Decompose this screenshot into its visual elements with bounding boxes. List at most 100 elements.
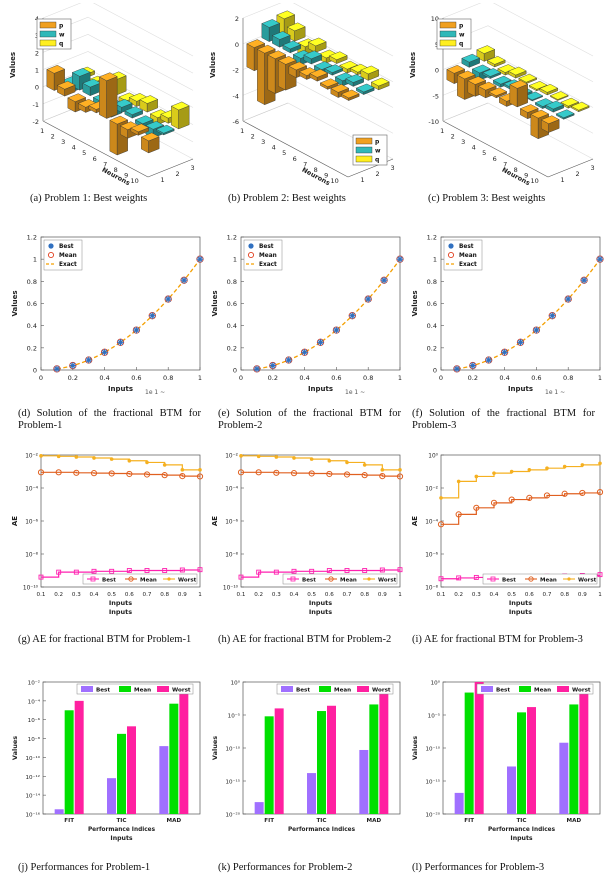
y-tick-label: 10⁰ (231, 680, 241, 687)
mean-marker (37, 469, 45, 476)
worst-marker (239, 454, 243, 458)
legend-label-q: q (59, 41, 63, 48)
x-tick-label: 1 (198, 374, 202, 382)
best-line (41, 569, 201, 578)
bar-best-fit (254, 802, 264, 814)
y-axis-label: Values (11, 290, 19, 316)
bar-w-top (461, 53, 481, 63)
mean-line (241, 471, 401, 477)
x-axis-label: Inputs (308, 385, 333, 393)
mean-marker (561, 490, 568, 497)
axis-artifact: 1e 1 ~ (345, 389, 365, 396)
worst-marker (309, 457, 314, 461)
bar-w-top (113, 99, 133, 108)
x-tick-label: 0.8 (563, 374, 573, 382)
bar-w-top (261, 19, 281, 28)
best-marker (548, 312, 556, 320)
x-tick-label: TIC (116, 818, 126, 824)
legend-label-best: Best (302, 577, 316, 583)
x-tick-label: 3 (261, 138, 265, 146)
bar-q-top (276, 10, 296, 20)
x-tick-label: 0.6 (131, 374, 141, 382)
best-marker (485, 356, 493, 364)
mean-marker (55, 469, 62, 476)
x-tick-label: 2 (451, 132, 455, 140)
bar-mean-tic (517, 712, 526, 814)
legend-label-q: q (459, 41, 463, 48)
bar-mean-fit (464, 692, 474, 814)
bar-w-top (492, 75, 512, 85)
bar-worst-mad (579, 691, 589, 814)
legend-label-p: p (375, 139, 380, 146)
y-tick-label: 10⁻⁴ (225, 486, 238, 493)
bar-p-top (256, 44, 276, 54)
worst-marker (456, 479, 461, 484)
legend-marker-mean (328, 576, 334, 582)
mean-marker (596, 489, 604, 496)
best-marker (164, 295, 172, 303)
caption-f: (f) Solution of the fractional BTM for P… (412, 408, 595, 432)
plot-area (240, 454, 401, 588)
bar-w-top (524, 91, 544, 101)
y-tick-label: 10⁻⁴ (25, 486, 38, 493)
bar-q-top (360, 65, 380, 75)
x-tick-label: 0.8 (363, 374, 373, 382)
x-tick-label: 0.2 (68, 374, 78, 382)
y-axis-label: AE (411, 516, 419, 526)
bar-p-front (257, 48, 265, 106)
bar-p-front (530, 113, 539, 140)
best-marker (56, 569, 62, 575)
y-tick-label: 10⁻² (28, 680, 40, 687)
legend-box (476, 683, 594, 695)
grid-line (242, 3, 394, 57)
x-tick-label: 5 (82, 149, 86, 157)
bar-q-top (139, 95, 159, 104)
legend-swatch-w (439, 30, 457, 38)
x-tick-label: FIT (464, 818, 474, 824)
bar-mean-mad (169, 703, 179, 814)
bar-q-top (370, 77, 390, 87)
bar-best-mad (359, 749, 369, 814)
bar-q-top (539, 84, 559, 93)
x-tick-label: 8 (314, 166, 318, 174)
best-marker (144, 568, 150, 573)
x-tick-label: 7 (303, 160, 307, 168)
axis-line (147, 158, 194, 178)
legend-swatch-p (39, 21, 57, 29)
x-tick-label: 1 (398, 374, 402, 382)
legend-label-mean: Mean (459, 253, 477, 259)
best-marker (180, 276, 188, 284)
y-tick-label: 10⁻⁵ (228, 713, 240, 720)
bar-p-top (319, 78, 339, 88)
plot-area (40, 454, 201, 588)
ae-plot-problem-1: 10⁻² 10⁻⁴ 10⁻⁶ 10⁻⁸ 10⁻¹⁰ 0.1 0.2 0.3 0.4 0.5 0.6 0… (5, 447, 205, 619)
y-tick-label: -2 (33, 118, 39, 126)
legend-label-p: p (59, 23, 64, 30)
legend-label-mean: Mean (140, 577, 157, 583)
bar-worst-tic (127, 726, 136, 814)
y-tick-label: -1 (33, 101, 39, 109)
best-marker (501, 348, 508, 356)
caption-g: (g) AE for fractional BTM for Problem-1 (18, 634, 192, 645)
y-axis-label: Values (411, 736, 419, 760)
y-tick-label: 10⁻¹⁰ (225, 746, 240, 753)
mean-marker (290, 470, 298, 477)
y-tick-label: 10⁻¹⁰ (23, 585, 39, 592)
x-axis-label-2: Inputs (309, 608, 332, 616)
legend-label-w: w (375, 148, 381, 155)
x-tick-label: 0.2 (268, 374, 278, 382)
x-tick-label: 0.4 (90, 592, 99, 598)
y-tick-label: 10⁻⁶ (25, 519, 38, 526)
mean-marker (308, 470, 315, 477)
best-marker (197, 567, 203, 573)
best-marker (453, 365, 461, 373)
bar-p-top (330, 84, 350, 93)
x-axis-label: Inputs (309, 599, 332, 607)
y-tick-label: -6 (233, 118, 239, 126)
best-marker (269, 362, 277, 369)
x-axis-label: Inputs (109, 599, 132, 607)
best-marker (133, 326, 140, 334)
best-marker (333, 326, 340, 334)
x-tick-label: 0.2 (454, 592, 463, 598)
best-marker (317, 338, 324, 346)
